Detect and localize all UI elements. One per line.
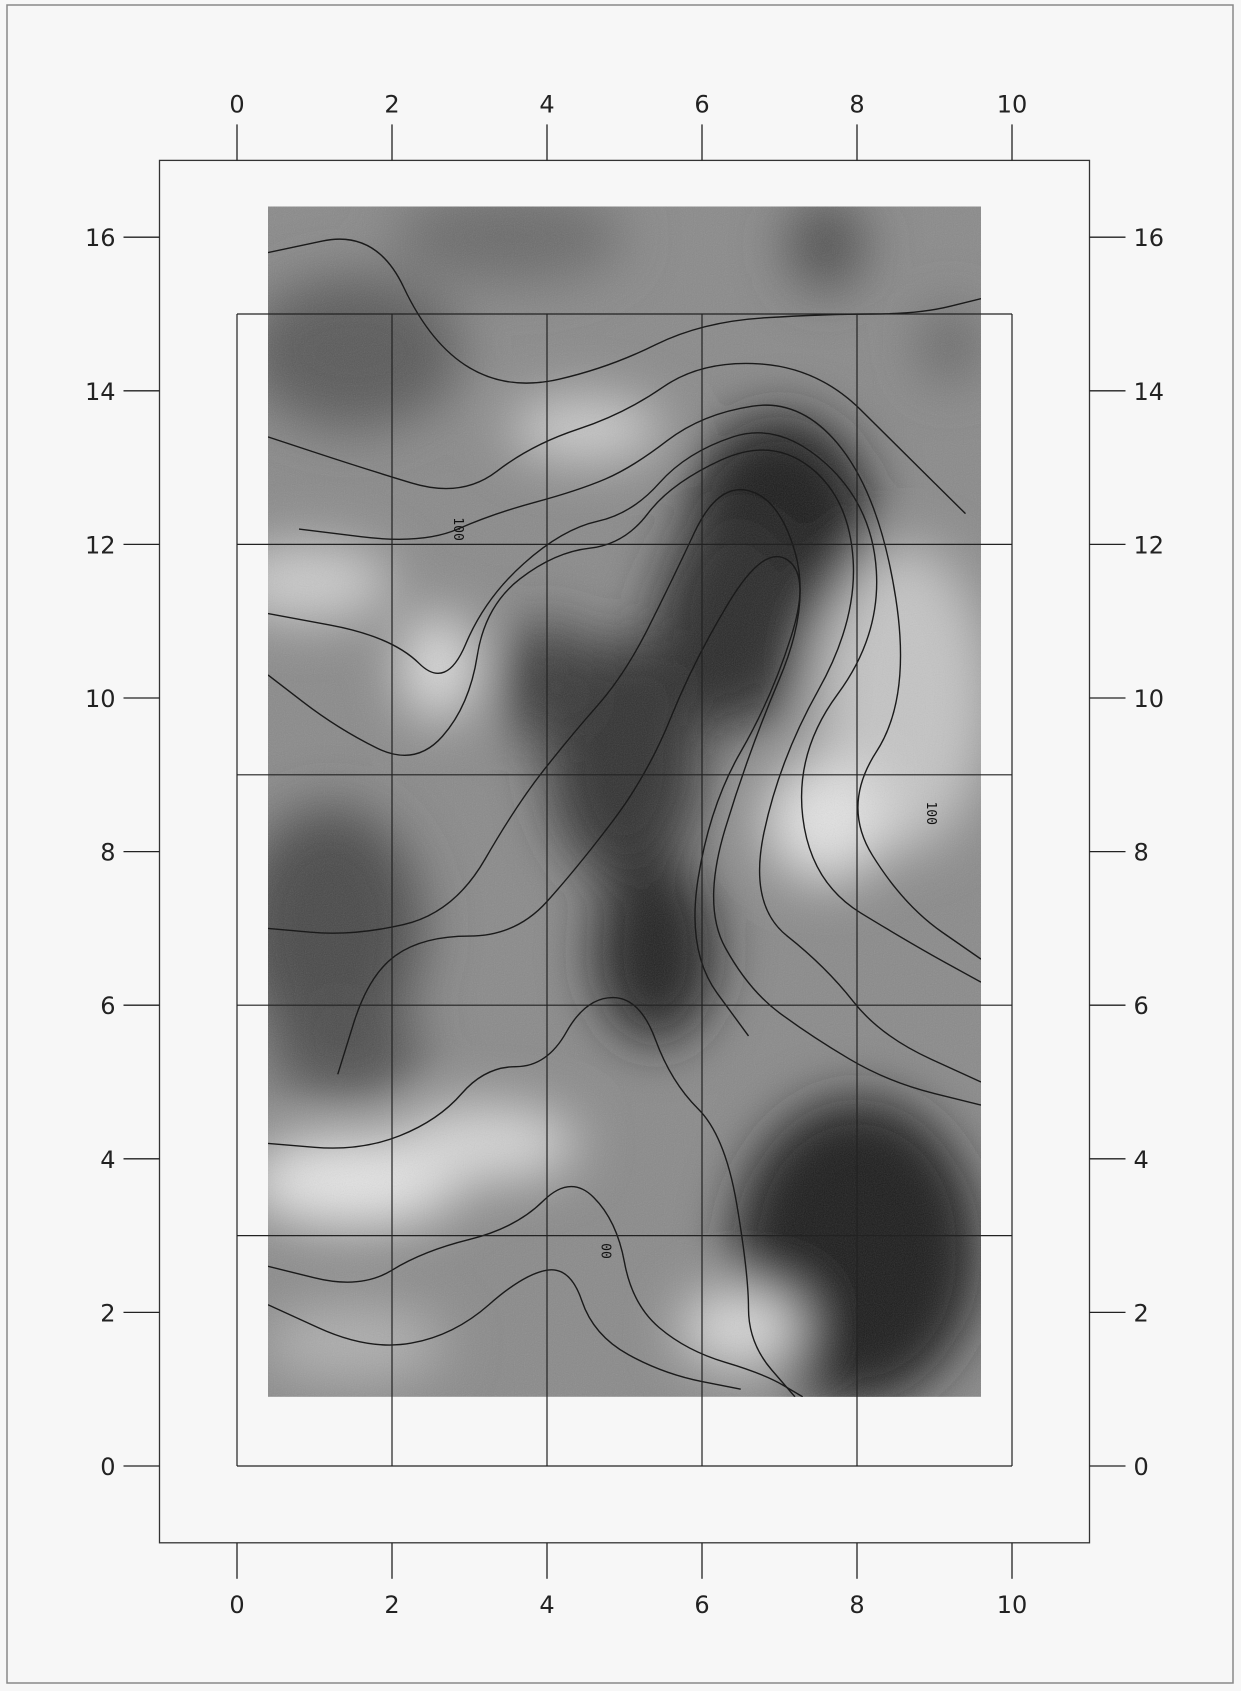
y-tick-label-right: 8 [1134,839,1149,867]
x-tick-label-bottom: 0 [229,1591,244,1619]
contour-line [337,555,801,1075]
x-tick-label-top: 8 [849,90,864,118]
y-tick-label-left: 0 [100,1453,115,1481]
x-tick-label-bottom: 6 [694,1591,709,1619]
contour-line [268,488,981,1106]
contour-label: 00 [597,1243,612,1259]
contour-line [268,996,796,1397]
y-tick-label-right: 6 [1134,992,1149,1020]
y-tick-label-left: 2 [100,1299,115,1327]
shaded-field [268,206,981,1397]
y-tick-label-left: 6 [100,992,115,1020]
contour-line [268,449,981,1083]
contour-line [268,1269,741,1390]
x-tick-label-bottom: 8 [849,1591,864,1619]
y-tick-label-right: 12 [1134,531,1165,559]
y-tick-label-right: 14 [1134,378,1165,406]
x-tick-label-bottom: 4 [539,1591,554,1619]
x-tick-label-top: 2 [384,90,399,118]
y-tick-label-left: 8 [100,839,115,867]
x-tick-label-top: 4 [539,90,554,118]
x-tick-label-top: 10 [997,90,1028,118]
grid-lines [236,313,1013,1467]
y-tick-label-right: 16 [1134,224,1165,252]
x-tick-label-top: 0 [229,90,244,118]
y-tick-label-left: 16 [85,224,116,252]
y-tick-label-right: 4 [1134,1146,1149,1174]
contour-line [298,404,981,960]
contour-line [268,362,966,515]
y-tick-label-left: 12 [85,531,116,559]
y-tick-label-left: 4 [100,1146,115,1174]
outer-frame [6,4,1234,1684]
contour-line [268,432,981,983]
axis-ticks [123,124,1126,1579]
y-tick-label-right: 2 [1134,1299,1149,1327]
contour-labels: 100 100 00 [450,517,938,1258]
y-tick-label-right: 0 [1134,1453,1149,1481]
y-tick-label-right: 10 [1134,685,1165,713]
contour-label: 100 [923,801,938,824]
x-tick-label-bottom: 2 [384,1591,399,1619]
x-tick-label-top: 6 [694,90,709,118]
contour-line [268,1185,804,1397]
contour-label: 100 [450,517,465,540]
y-tick-label-left: 14 [85,378,116,406]
y-tick-label-left: 10 [85,685,116,713]
x-tick-label-bottom: 10 [997,1591,1028,1619]
